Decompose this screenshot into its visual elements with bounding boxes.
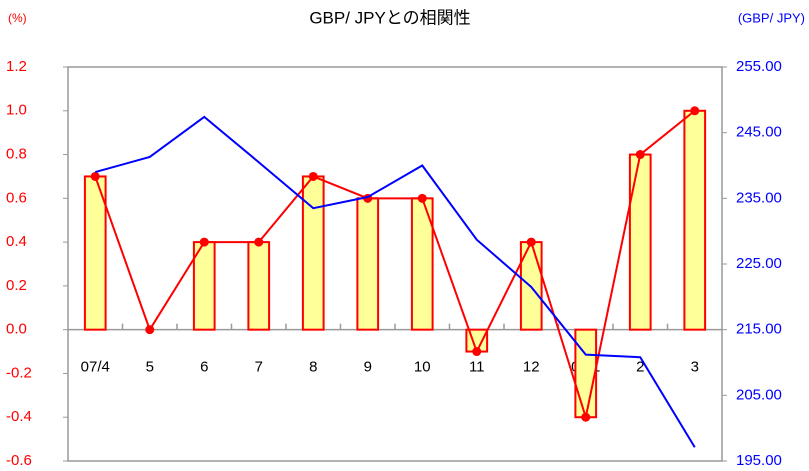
x-tick-label: 8 <box>309 359 317 376</box>
bar <box>356 197 380 331</box>
y-tick-label: -0.4 <box>6 408 32 425</box>
y2-axis-label: (GBP/ JPY) <box>738 10 805 25</box>
y-tick-label: 0.2 <box>6 277 27 294</box>
bar <box>574 328 598 419</box>
correlation-marker <box>90 171 100 181</box>
correlation-marker <box>472 347 482 357</box>
y-tick-label: 0.0 <box>6 321 27 338</box>
y2-tick-label: 245.00 <box>736 124 782 141</box>
correlation-marker <box>581 412 591 422</box>
bar <box>683 109 707 331</box>
correlation-marker <box>145 325 155 335</box>
y2-tick-label: 235.00 <box>736 189 782 206</box>
x-tick-label: 9 <box>364 359 372 376</box>
bar <box>247 241 271 331</box>
correlation-marker <box>635 150 645 160</box>
series-line <box>94 115 696 448</box>
y-tick-label: 0.4 <box>6 233 27 250</box>
y-tick-label: 1.0 <box>6 102 27 119</box>
y-tick-label: -0.6 <box>6 452 32 469</box>
y2-tick-label: 225.00 <box>736 255 782 272</box>
y2-tick-label: 255.00 <box>736 58 782 75</box>
correlation-line <box>94 109 696 422</box>
x-tick-label: 7 <box>255 359 263 376</box>
correlation-marker <box>254 237 264 247</box>
y-tick-label: 0.8 <box>6 146 27 163</box>
y-tick-label: -0.2 <box>6 364 32 381</box>
y2-tick-label: 205.00 <box>736 386 782 403</box>
correlation-marker <box>308 171 318 181</box>
bar <box>301 175 325 331</box>
y-tick-label: 1.2 <box>6 58 27 75</box>
chart-title: GBP/ JPYとの相関性 <box>309 8 470 27</box>
x-tick-label: 12 <box>523 359 540 376</box>
correlation-marker <box>417 193 427 203</box>
correlation-marker <box>199 237 209 247</box>
y-tick-label: 0.6 <box>6 189 27 206</box>
x-tick-label: 6 <box>200 359 208 376</box>
y-axis-label: (%) <box>8 11 27 25</box>
x-tick-label: 11 <box>469 359 485 376</box>
bar <box>628 153 652 331</box>
x-tick-label: 2 <box>636 359 644 376</box>
correlation-marker <box>690 106 700 116</box>
y2-tick-label: 195.00 <box>736 452 782 469</box>
x-tick-label: 10 <box>414 359 431 376</box>
x-tick-label: 07/4 <box>81 359 110 376</box>
x-tick-label: 5 <box>146 359 154 376</box>
correlation-marker <box>526 237 536 247</box>
y2-tick-label: 215.00 <box>736 321 782 338</box>
plot-frame <box>67 66 723 462</box>
x-tick-label: 3 <box>691 359 699 376</box>
